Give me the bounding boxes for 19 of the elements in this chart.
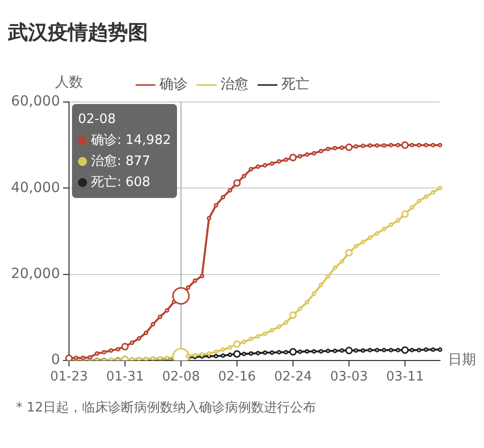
x-tick-label: 02-08 <box>162 370 200 385</box>
chart-title: 武汉疫情趋势图 <box>7 20 148 44</box>
y-axis-title: 人数 <box>54 74 83 91</box>
legend-label: 治愈 <box>220 76 248 93</box>
y-tick-label: 40,000 <box>10 180 60 196</box>
y-tick-label: 0 <box>51 352 60 368</box>
x-tick-label: 02-16 <box>218 370 256 385</box>
y-tick-label: 20,000 <box>10 266 60 282</box>
x-tick-label: 03-11 <box>386 370 424 385</box>
legend-label: 死亡 <box>282 76 310 93</box>
annotation: 02-08 确诊: 14,982 治愈: 877 死亡: 608 <box>78 111 171 192</box>
x-tick-label: 01-31 <box>106 370 144 385</box>
x-tick-label: 03-03 <box>330 370 368 385</box>
x-tick-label: 02-24 <box>274 370 312 385</box>
x-tick-label: 01-23 <box>50 370 88 385</box>
legend-label: 确诊 <box>158 76 188 93</box>
y-tick-label: 60,000 <box>10 94 60 110</box>
x-axis-title: 日期 <box>448 352 476 368</box>
text: * 12日起，临床诊断病例数纳入确诊病例数进行公布 <box>16 400 316 416</box>
